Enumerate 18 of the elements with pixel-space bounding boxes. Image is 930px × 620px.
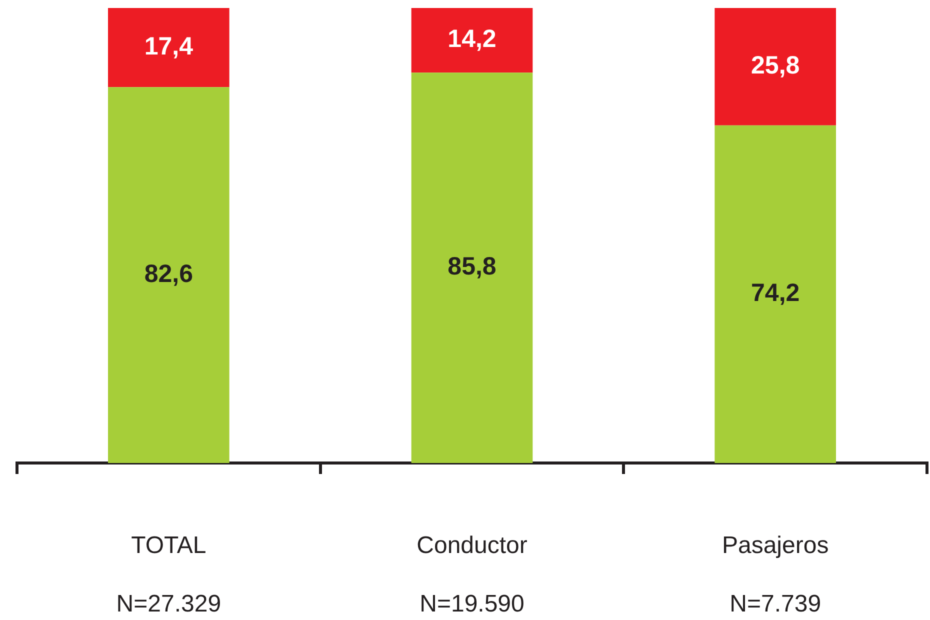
data-label: 17,4: [144, 32, 194, 60]
data-label: 82,6: [144, 260, 194, 288]
bar: [714, 8, 836, 126]
bar: [411, 8, 533, 73]
x-tick-label: Conductor: [416, 532, 528, 560]
x-tick-label: TOTAL: [131, 532, 206, 560]
bar: [108, 87, 230, 463]
bar: [411, 72, 533, 463]
x-tick-label: Pasajeros: [722, 532, 829, 560]
bar: [108, 8, 230, 88]
text: N=27.329: [116, 590, 222, 618]
data-label: 74,2: [750, 279, 800, 308]
text: N=7.739: [730, 590, 822, 618]
data-label: 85,8: [448, 252, 496, 281]
data-label: 14,2: [448, 25, 496, 54]
data-label: 25,8: [750, 52, 800, 80]
bar: [714, 125, 836, 463]
text: N=19.590: [420, 590, 524, 618]
